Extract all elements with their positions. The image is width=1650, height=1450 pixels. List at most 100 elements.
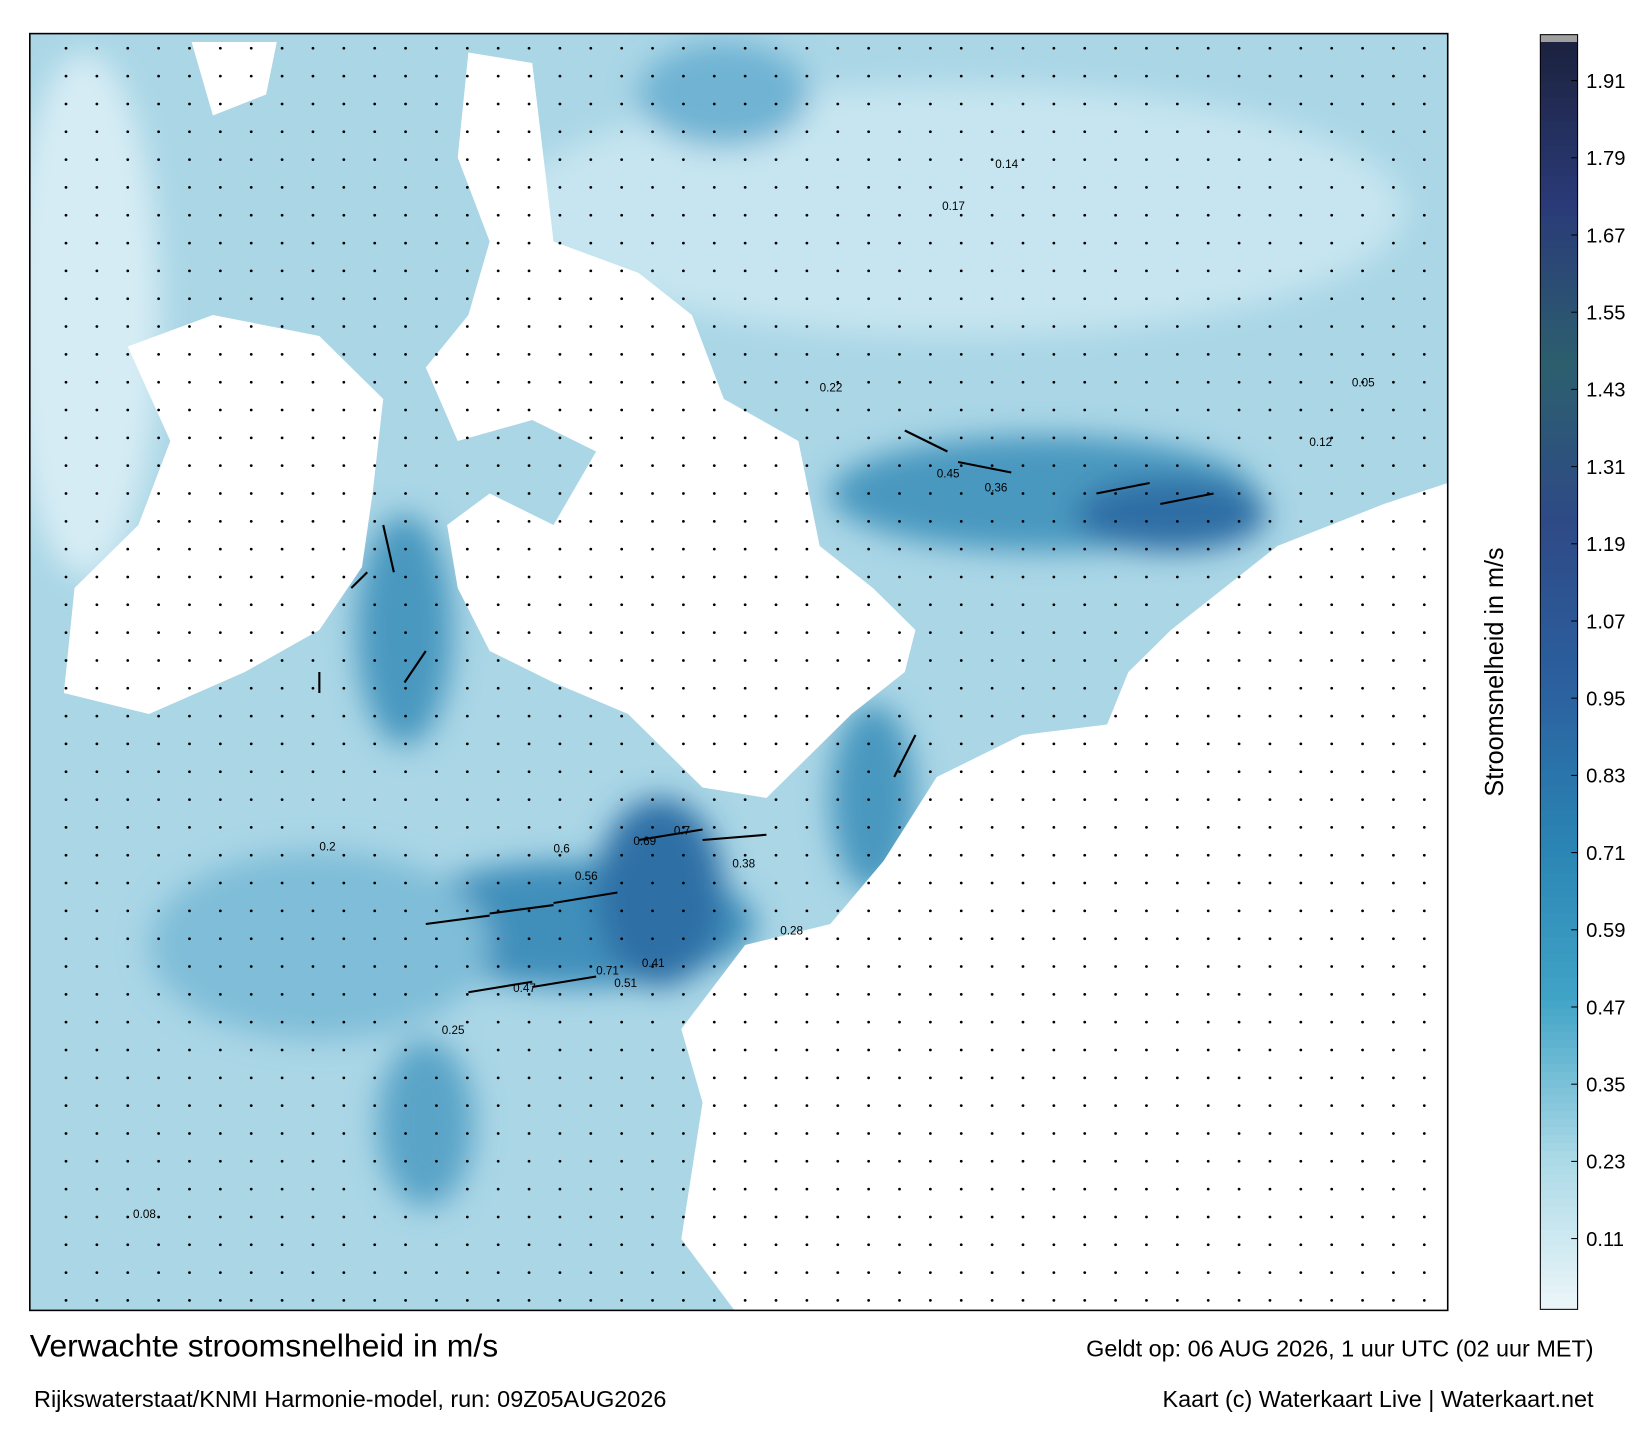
grid-dot — [959, 770, 963, 774]
grid-dot — [465, 881, 469, 885]
grid-dot — [311, 547, 315, 551]
grid-dot — [1052, 269, 1056, 273]
colorbar-band — [1540, 802, 1578, 811]
grid-dot — [774, 1132, 778, 1135]
grid-dot — [712, 547, 716, 551]
grid-dot — [651, 492, 654, 495]
grid-dot — [805, 992, 809, 996]
grid-dot — [435, 826, 438, 829]
grid-dot — [465, 380, 469, 384]
colorbar-band — [1540, 216, 1578, 225]
colorbar-band — [1540, 65, 1578, 75]
grid-dot — [1021, 1159, 1025, 1163]
grid-dot — [1299, 519, 1303, 523]
grid-dot — [188, 1271, 191, 1274]
grid-dot — [1083, 1215, 1087, 1219]
grid-dot — [64, 1076, 68, 1080]
grid-dot — [373, 1104, 377, 1108]
grid-dot — [990, 1271, 994, 1274]
grid-dot — [928, 798, 932, 801]
grid-dot — [126, 1187, 130, 1191]
colorbar-band — [1540, 643, 1578, 653]
grid-dot — [1422, 519, 1426, 523]
grid-dot — [867, 686, 871, 690]
grid-dot — [1392, 1104, 1395, 1108]
colorbar-band — [1540, 152, 1578, 162]
grid-dot — [1175, 909, 1179, 913]
grid-dot — [774, 881, 778, 885]
grid-dot — [805, 74, 809, 78]
grid-dot — [1145, 881, 1148, 885]
grid-dot — [558, 1104, 562, 1108]
grid-dot — [1330, 436, 1334, 440]
grid-dot — [558, 297, 562, 301]
grid-dot — [1392, 186, 1395, 189]
grid-dot — [805, 575, 809, 579]
speed-label: 0.41 — [642, 957, 665, 970]
grid-dot — [188, 241, 191, 245]
grid-dot — [188, 631, 191, 634]
grid-dot — [898, 575, 901, 579]
grid-dot — [527, 1048, 531, 1052]
grid-dot — [342, 853, 346, 857]
grid-dot — [404, 742, 407, 746]
grid-dot — [774, 464, 778, 468]
grid-dot — [95, 937, 99, 941]
grid-dot — [280, 742, 284, 746]
grid-dot — [126, 937, 130, 941]
grid-dot — [990, 909, 994, 913]
grid-dot — [126, 74, 130, 78]
grid-dot — [1299, 46, 1303, 50]
grid-dot — [589, 380, 593, 384]
grid-dot — [527, 380, 531, 384]
grid-dot — [1175, 1048, 1179, 1052]
grid-dot — [188, 937, 191, 941]
grid-dot — [774, 408, 778, 412]
grid-dot — [928, 46, 932, 50]
grid-dot — [1361, 881, 1364, 885]
grid-dot — [1392, 742, 1395, 746]
grid-dot — [126, 464, 130, 468]
grid-dot — [1206, 186, 1210, 189]
grid-dot — [1268, 992, 1272, 996]
grid-dot — [836, 408, 840, 412]
grid-dot — [589, 492, 593, 495]
grid-dot — [64, 74, 68, 78]
grid-dot — [898, 436, 901, 440]
grid-dot — [527, 742, 531, 746]
grid-dot — [280, 1020, 284, 1024]
grid-dot — [404, 1104, 407, 1108]
grid-dot — [373, 130, 377, 134]
grid-dot — [1145, 714, 1148, 718]
grid-dot — [805, 325, 809, 328]
colorbar-band — [1540, 992, 1578, 1002]
grid-dot — [1392, 464, 1395, 468]
grid-dot — [898, 798, 901, 801]
grid-dot — [712, 881, 716, 885]
grid-dot — [743, 853, 747, 857]
grid-dot — [496, 158, 500, 161]
grid-dot — [589, 46, 593, 50]
grid-dot — [620, 1020, 624, 1024]
grid-dot — [805, 380, 809, 384]
grid-dot — [1422, 74, 1426, 78]
grid-dot — [64, 436, 68, 440]
grid-dot — [1206, 1020, 1210, 1024]
current-arrow — [350, 571, 369, 589]
grid-dot — [188, 909, 191, 913]
grid-dot — [1114, 547, 1117, 551]
grid-dot — [1206, 74, 1210, 78]
colorbar-band — [1540, 453, 1578, 463]
grid-dot — [1237, 213, 1241, 217]
speed-label: 0.05 — [1352, 376, 1375, 389]
grid-dot — [898, 1048, 901, 1052]
grid-dot — [774, 1104, 778, 1108]
grid-dot — [126, 853, 130, 857]
grid-dot — [373, 380, 377, 384]
grid-dot — [280, 881, 284, 885]
grid-dot — [1330, 186, 1334, 189]
grid-dot — [928, 325, 932, 328]
grid-dot — [1145, 1132, 1148, 1135]
grid-dot — [1422, 1271, 1426, 1274]
grid-dot — [342, 1187, 346, 1191]
